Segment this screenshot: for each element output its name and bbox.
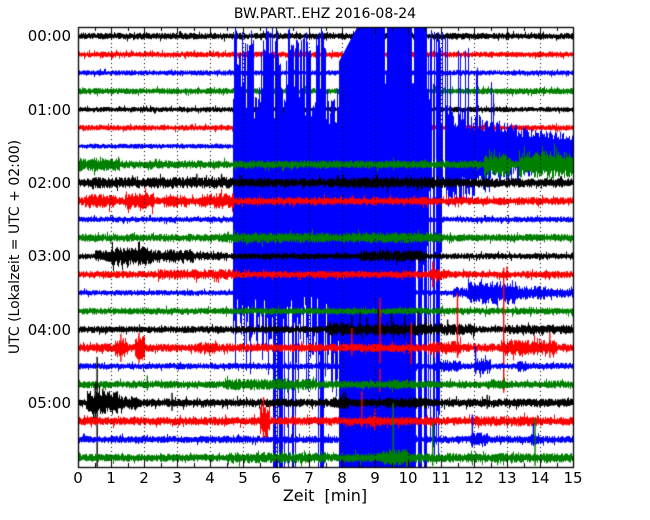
x-tick-label: 12 (464, 469, 484, 487)
x-tick-label: 2 (139, 469, 149, 487)
x-tick-label: 13 (497, 469, 517, 487)
x-tick-label: 6 (271, 469, 281, 487)
y-tick-label: 05:00 (27, 393, 71, 412)
chart-title: BW.PART..EHZ 2016-08-24 (233, 6, 417, 22)
x-tick-label: 15 (563, 469, 583, 487)
x-tick-label: 14 (530, 469, 550, 487)
x-tick-label: 11 (431, 469, 451, 487)
y-tick-label: 03:00 (27, 247, 71, 266)
x-tick-label: 0 (73, 469, 83, 487)
x-axis-label: Zeit [min] (282, 486, 368, 505)
x-tick-label: 3 (172, 469, 182, 487)
x-tick-label: 1 (106, 469, 116, 487)
y-tick-label: 01:00 (27, 100, 71, 119)
y-tick-label: 04:00 (27, 320, 71, 339)
y-tick-label: 02:00 (27, 173, 71, 192)
x-tick-label: 8 (337, 469, 347, 487)
x-tick-label: 4 (205, 469, 215, 487)
y-tick-label: 00:00 (27, 27, 71, 46)
x-tick-label: 5 (238, 469, 248, 487)
x-tick-label: 9 (370, 469, 380, 487)
x-tick-label: 10 (398, 469, 418, 487)
x-tick-label: 7 (304, 469, 314, 487)
